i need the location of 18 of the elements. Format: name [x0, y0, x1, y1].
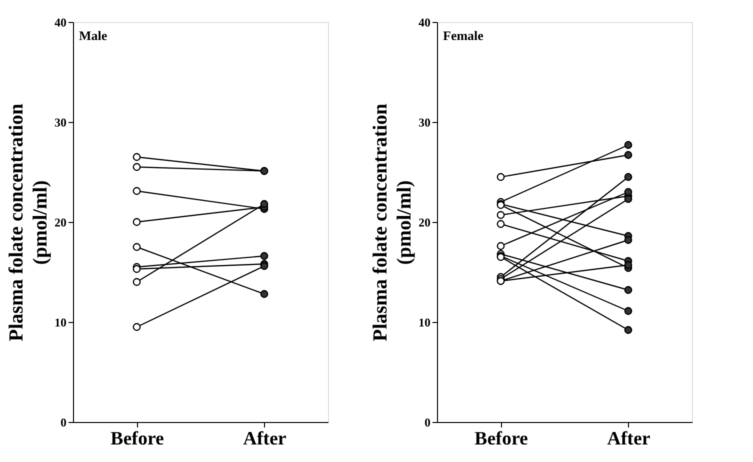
y-tick-label: 40 [54, 16, 66, 30]
y-tick-label: 30 [418, 116, 430, 130]
y-tick-label: 0 [424, 416, 430, 430]
x-tick-label: Before [474, 428, 528, 450]
y-tick-label: 30 [54, 116, 66, 130]
y-axis-title: Plasma folate concentration (pmol/ml) [370, 104, 416, 342]
y-tick-label: 10 [418, 316, 430, 330]
y-tick-label: 10 [54, 316, 66, 330]
annotation: Male [79, 28, 108, 43]
y-tick-label: 40 [418, 16, 430, 30]
x-tick-label: After [607, 428, 651, 450]
y-axis-title: Plasma folate concentration (pmol/ml) [6, 104, 52, 342]
x-tick-label: Before [110, 428, 164, 450]
y-tick-label: 20 [418, 216, 430, 230]
y-tick-label: 20 [54, 216, 66, 230]
x-tick-label: After [243, 428, 287, 450]
annotation: Female [443, 28, 484, 43]
y-tick-label: 0 [60, 416, 66, 430]
